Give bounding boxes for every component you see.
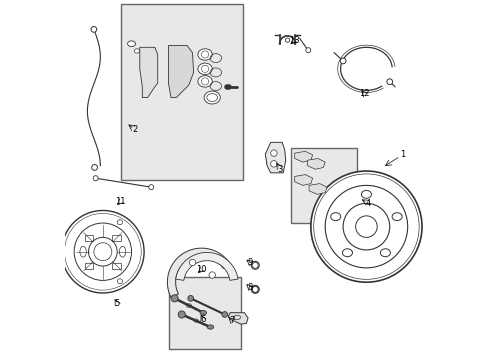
Text: 1: 1 (399, 150, 404, 159)
Bar (112, 235, 121, 240)
Circle shape (343, 203, 389, 250)
Polygon shape (306, 158, 325, 169)
Circle shape (91, 27, 97, 32)
Circle shape (187, 296, 193, 301)
Text: 3: 3 (277, 165, 283, 174)
Ellipse shape (198, 76, 212, 87)
Circle shape (148, 185, 153, 190)
Ellipse shape (127, 41, 135, 46)
Text: 9: 9 (247, 258, 252, 267)
Text: 4: 4 (365, 199, 370, 208)
Text: 6: 6 (200, 315, 205, 324)
Text: 13: 13 (289, 36, 300, 45)
Circle shape (201, 78, 208, 85)
Ellipse shape (391, 213, 401, 221)
Text: 11: 11 (115, 197, 126, 206)
Circle shape (386, 79, 392, 85)
Circle shape (171, 295, 178, 302)
Circle shape (270, 161, 277, 167)
Circle shape (92, 165, 97, 170)
Polygon shape (140, 47, 158, 98)
Ellipse shape (251, 285, 259, 293)
Ellipse shape (342, 249, 352, 257)
Polygon shape (228, 313, 247, 324)
Bar (121, 4, 242, 180)
Ellipse shape (380, 249, 389, 257)
Polygon shape (308, 184, 326, 194)
Bar (290, 148, 357, 223)
Ellipse shape (251, 261, 259, 269)
Circle shape (208, 272, 215, 278)
Circle shape (201, 65, 208, 72)
Circle shape (252, 262, 258, 268)
Circle shape (201, 51, 208, 58)
Circle shape (355, 216, 376, 237)
Polygon shape (294, 151, 312, 162)
Text: 2: 2 (132, 125, 138, 134)
Polygon shape (168, 45, 193, 98)
Text: 12: 12 (359, 89, 369, 98)
Circle shape (305, 48, 310, 53)
Circle shape (189, 259, 195, 266)
Text: 10: 10 (196, 265, 206, 274)
Text: 5: 5 (114, 299, 120, 308)
Circle shape (61, 211, 144, 293)
Circle shape (340, 58, 346, 64)
Circle shape (117, 279, 122, 284)
Ellipse shape (200, 311, 206, 315)
Text: 7: 7 (229, 316, 234, 325)
Circle shape (252, 287, 258, 292)
Ellipse shape (207, 325, 213, 329)
Polygon shape (175, 252, 238, 280)
Circle shape (310, 171, 421, 282)
Circle shape (93, 176, 98, 181)
Bar (84, 263, 93, 269)
Circle shape (117, 220, 122, 225)
Bar (169, 277, 241, 348)
Ellipse shape (198, 63, 212, 75)
Ellipse shape (198, 49, 212, 60)
Ellipse shape (330, 213, 340, 221)
Polygon shape (167, 248, 230, 298)
Text: 8: 8 (247, 283, 252, 292)
Polygon shape (265, 142, 285, 173)
Circle shape (88, 237, 117, 266)
Circle shape (270, 150, 277, 156)
Ellipse shape (134, 49, 139, 53)
Circle shape (178, 311, 185, 318)
Bar (84, 235, 93, 240)
Circle shape (222, 312, 227, 318)
Ellipse shape (203, 91, 220, 104)
Bar (112, 263, 121, 269)
Ellipse shape (361, 190, 371, 198)
Polygon shape (294, 175, 312, 185)
Circle shape (325, 185, 407, 268)
Circle shape (94, 243, 112, 261)
